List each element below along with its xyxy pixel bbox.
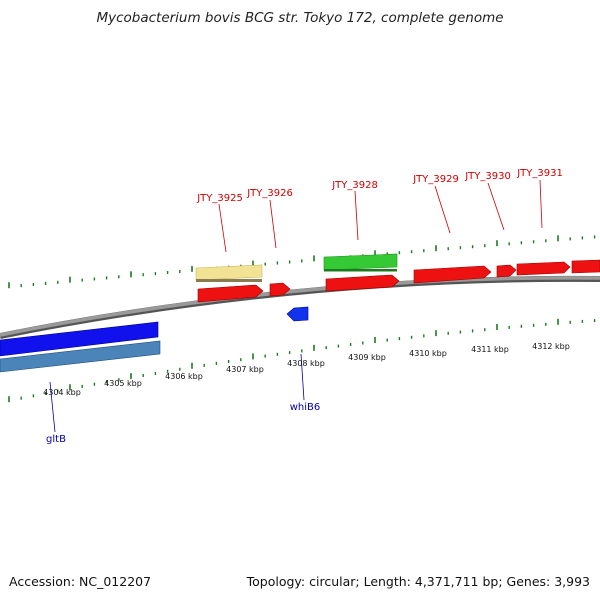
map-title: Mycobacterium bovis BCG str. Tokyo 172, …: [96, 10, 504, 26]
leader-jty3926: [269, 199, 277, 249]
gene-label-gltb[interactable]: gltB: [46, 434, 66, 445]
leader-jty3929: [434, 185, 451, 234]
scale-label-4304: 4304 kbp: [43, 388, 81, 397]
scale-label-4308: 4308 kbp: [287, 359, 325, 368]
feature-steelblue-gltb-cds[interactable]: [0, 340, 161, 373]
scale-label-4305: 4305 kbp: [104, 379, 142, 388]
feature-khaki-rna[interactable]: [195, 264, 263, 281]
feature-green-shadow: [324, 269, 397, 272]
feature-red-jty3926[interactable]: [269, 282, 291, 297]
gene-label-whib6[interactable]: whiB6: [290, 402, 321, 413]
accession-text: Accession: NC_012207: [9, 574, 152, 589]
feature-red-offscreen[interactable]: [571, 259, 600, 274]
feature-green-gene[interactable]: [323, 253, 398, 271]
scale-label-4311: 4311 kbp: [471, 345, 509, 354]
genome-summary-text: Topology: circular; Length: 4,371,711 bp…: [246, 574, 590, 589]
inner-tick-track: [8, 318, 596, 403]
feature-blue-gltb[interactable]: [0, 321, 159, 357]
feature-blue-whib6[interactable]: [286, 306, 309, 322]
feature-red-jty3931[interactable]: [516, 261, 571, 276]
scale-label-4309: 4309 kbp: [348, 353, 386, 362]
scale-label-4310: 4310 kbp: [409, 349, 447, 358]
gene-label-jty3931[interactable]: JTY_3931: [516, 168, 563, 179]
gene-label-jty3930[interactable]: JTY_3930: [464, 171, 511, 182]
scale-label-4306: 4306 kbp: [165, 372, 203, 381]
scale-label-4307: 4307 kbp: [226, 365, 264, 374]
outer-tick-track: [8, 235, 596, 289]
gene-label-jty3929[interactable]: JTY_3929: [412, 174, 459, 185]
genome-backbone: [0, 276, 600, 337]
leader-gltb: [49, 381, 56, 433]
gene-label-jty3925[interactable]: JTY_3925: [196, 193, 243, 204]
leader-whib6: [300, 353, 305, 401]
feature-red-jty3929[interactable]: [413, 265, 492, 284]
feature-red-jty3925[interactable]: [197, 284, 264, 303]
leader-jty3931: [539, 179, 543, 229]
feature-red-jty3930[interactable]: [496, 264, 517, 278]
leader-jty3925: [218, 203, 227, 253]
leader-jty3928: [354, 190, 359, 241]
feature-khaki-shadow: [196, 279, 262, 282]
scale-label-4312: 4312 kbp: [532, 342, 570, 351]
gene-label-jty3926[interactable]: JTY_3926: [246, 188, 293, 199]
gene-label-jty3928[interactable]: JTY_3928: [331, 180, 378, 191]
leader-jty3930: [487, 182, 505, 231]
feature-red-jty3928[interactable]: [325, 274, 400, 292]
